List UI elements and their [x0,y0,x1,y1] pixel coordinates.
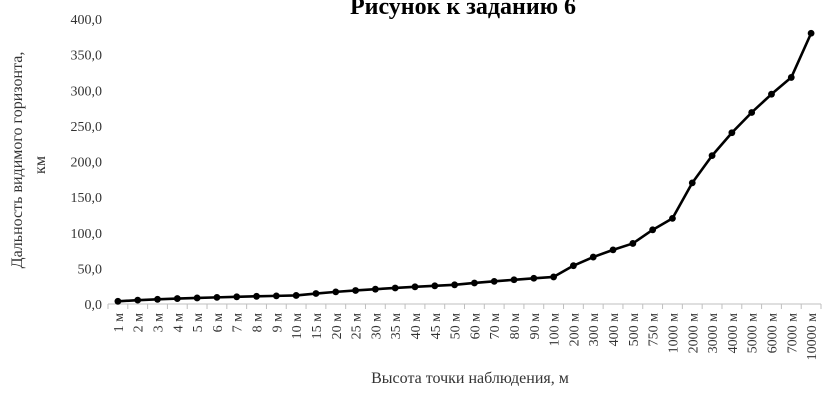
x-tick-label: 40 м [409,313,424,340]
x-tick-label: 90 м [528,313,543,340]
x-tick-label: 80 м [508,313,523,340]
y-axis-title-line1: Дальность видимого горизонта, [9,52,26,269]
data-point [371,285,379,293]
x-tick-label: 1000 м [666,313,681,354]
x-tick-label: 6 м [211,313,226,333]
x-tick-label: 10 м [290,313,305,340]
y-tick-label: 100,0 [71,227,103,242]
data-point [233,293,241,301]
y-tick-label: 50,0 [78,262,103,277]
x-tick-label: 1 м [112,313,127,333]
x-tick-label: 500 м [627,313,642,347]
y-axis-title-line2: км [32,156,49,174]
x-tick-label: 2000 м [686,313,701,354]
data-point [193,294,201,302]
x-tick-label: 9 м [270,313,285,333]
x-tick-label: 4000 м [726,313,741,354]
data-point [649,226,657,234]
x-tick-label: 20 м [330,313,345,340]
y-axis-ticks: 0,0 50,0 100,0 150,0 200,0 250,0 300,0 350,0 400… [71,13,103,313]
data-point [292,292,300,299]
data-point [431,282,439,290]
x-tick-label: 10000 м [805,313,820,361]
x-tick-label: 300 м [587,313,602,347]
data-point [451,281,458,289]
x-tick-label: 50 м [449,313,464,340]
x-tick-label: 4 м [171,313,186,333]
y-tick-label: 0,0 [85,298,103,313]
data-point [530,274,538,282]
y-tick-label: 200,0 [71,156,103,171]
data-point [728,129,736,137]
x-tick-label: 5000 м [746,313,761,354]
x-tick-label: 750 м [647,313,662,347]
x-tick-label: 3000 м [706,313,721,354]
x-axis-ticks: 1 м 2 м 3 м 4 м 5 м 6 м 7 м 8 м 9 м 10 м 15 м 20 м 2… [112,313,820,361]
data-point [272,292,280,300]
data-point [471,279,478,287]
x-tick-label: 30 м [369,313,384,340]
x-tick-label: 7000 м [785,313,800,354]
x-tick-label: 3 м [152,313,167,333]
data-point [114,297,122,305]
data-point [807,29,815,37]
x-tick-label: 6000 м [765,313,780,354]
x-tick-label: 45 м [429,313,444,340]
data-point [312,290,320,297]
data-point [173,295,181,302]
x-tick-label: 2 м [132,313,147,333]
data-point [688,179,696,187]
data-point [669,214,676,222]
data-point [609,246,617,254]
x-tick-label: 60 м [468,313,483,340]
x-tick-label: 25 м [350,313,365,340]
data-point [213,293,221,301]
y-tick-label: 150,0 [71,191,103,206]
x-tick-label: 8 м [251,313,266,333]
data-point [748,109,756,116]
x-tick-label: 400 м [607,313,622,347]
data-point [332,288,340,296]
series-line [114,29,815,305]
data-point [589,253,597,261]
series-line-path [117,32,813,303]
data-point [154,295,161,303]
data-point [352,287,359,294]
data-point [768,90,775,98]
x-tick-label: 200 м [567,313,582,347]
x-axis-title: Высота точки наблюдения, м [371,370,569,387]
data-point [411,283,419,291]
x-tick-label: 5 м [191,313,206,333]
data-point [490,277,498,285]
axes [107,303,822,309]
data-point [570,262,577,270]
x-tick-label: 7 м [231,313,246,333]
chart-title: Рисунок к заданию 6 [350,0,576,20]
data-point [510,276,518,284]
data-point [708,152,716,160]
y-tick-label: 400,0 [71,13,103,28]
x-tick-label: 100 м [548,313,563,347]
data-point [550,273,558,281]
x-tick-label: 15 м [310,313,325,340]
data-point [134,296,142,304]
x-tick-label: 35 м [389,313,404,340]
y-tick-label: 250,0 [71,120,103,135]
data-point [253,292,260,300]
data-point [629,240,637,247]
data-point [391,284,399,292]
x-tick-label: 70 м [488,313,503,340]
data-point [787,74,795,81]
y-tick-label: 350,0 [71,49,103,64]
y-tick-label: 300,0 [71,84,103,99]
